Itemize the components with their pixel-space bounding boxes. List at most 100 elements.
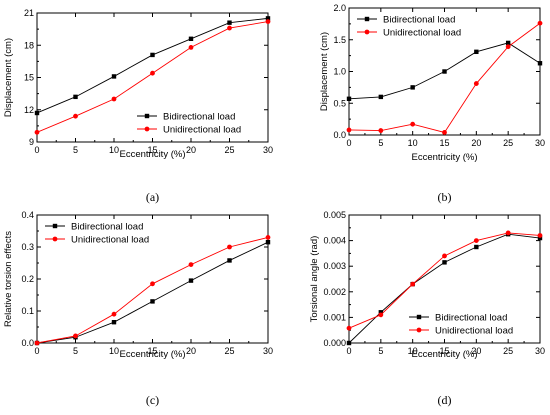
- data-point: [188, 45, 194, 50]
- y-tick-label: 0.2: [21, 274, 34, 284]
- x-tick-label: 25: [503, 138, 513, 148]
- data-point: [505, 44, 511, 50]
- data-point: [378, 310, 384, 315]
- y-tick-label: 9: [29, 137, 34, 147]
- legend: Bidirectional load Unidirectional load: [137, 112, 241, 136]
- y-tick-label: 0.5: [333, 98, 346, 108]
- data-point: [442, 260, 447, 265]
- legend: Bidirectional load Unidirectional load: [357, 15, 461, 39]
- data-point: [410, 281, 416, 287]
- legend-marker: [144, 113, 150, 119]
- data-point: [505, 40, 511, 46]
- series-line-2: [36, 236, 269, 344]
- series-line-2: [348, 22, 541, 133]
- y-tick-label: 0.004: [323, 236, 346, 246]
- data-point: [505, 230, 511, 236]
- data-point: [188, 262, 194, 267]
- y-tick-label: 0.4: [21, 210, 34, 220]
- legend-marker: [416, 314, 422, 320]
- x-tick-label: 0: [346, 138, 351, 148]
- data-point: [442, 69, 447, 74]
- x-tick-label: 0: [34, 346, 39, 356]
- x-tick-label: 0: [34, 145, 39, 155]
- x-tick-label: 20: [471, 138, 481, 148]
- data-point: [537, 20, 543, 26]
- x-tick-label: 15: [439, 138, 449, 148]
- data-point: [150, 299, 155, 304]
- data-point: [346, 325, 352, 331]
- y-axis-label: Torsional angle (rad): [309, 236, 320, 323]
- data-point: [111, 96, 117, 102]
- data-point: [150, 70, 155, 76]
- y-tick-label: 0.0: [333, 130, 346, 140]
- y-tick-label: 1.0: [333, 67, 346, 77]
- data-point: [34, 340, 40, 346]
- data-point: [111, 311, 117, 317]
- x-tick-label: 30: [535, 138, 545, 148]
- data-point: [265, 19, 271, 24]
- x-tick-label: 30: [263, 145, 273, 155]
- x-axis-label: Eccentricity (%): [120, 149, 186, 160]
- legend: Bidirectional load Unidirectional load: [409, 313, 513, 337]
- legend-marker: [416, 327, 422, 333]
- data-point: [265, 235, 271, 240]
- y-axis-label: Displacement (cm): [319, 32, 330, 111]
- x-tick-label: 10: [408, 138, 418, 148]
- y-tick-label: 15: [24, 73, 34, 83]
- x-tick-label: 5: [73, 145, 78, 155]
- data-point: [73, 113, 78, 119]
- x-tick-label: 10: [408, 346, 418, 356]
- x-axis-label: Eccentricity (%): [412, 349, 478, 360]
- x-tick-label: 10: [109, 145, 119, 155]
- x-tick-label: 25: [224, 145, 234, 155]
- data-point: [34, 110, 40, 116]
- y-tick-label: 0.000: [323, 338, 346, 348]
- chart-panel-1: 0 5 10 15 20 25 30 9 12 15 18 21 Eccentricity (%) Dis…: [3, 8, 273, 204]
- x-tick-label: 25: [224, 346, 234, 356]
- data-point: [410, 85, 415, 90]
- y-tick-label: 0.003: [323, 261, 346, 271]
- legend-label: Bidirectional load: [435, 313, 507, 324]
- data-point: [378, 128, 384, 133]
- data-point: [34, 129, 40, 135]
- x-tick-label: 30: [263, 346, 273, 356]
- data-point: [474, 49, 479, 55]
- y-axis-label: Relative torsion effects: [3, 231, 14, 327]
- x-tick-label: 20: [186, 145, 196, 155]
- y-tick-label: 0.0: [21, 338, 34, 348]
- data-point: [265, 240, 271, 245]
- x-tick-label: 20: [471, 346, 481, 356]
- x-tick-label: 25: [503, 346, 513, 356]
- x-tick-label: 5: [378, 138, 383, 148]
- x-tick-label: 20: [186, 346, 196, 356]
- series-line-1: [36, 241, 269, 344]
- x-tick-label: 5: [378, 346, 383, 356]
- x-tick-label: 15: [147, 145, 157, 155]
- data-point: [442, 130, 447, 135]
- legend-marker: [144, 126, 150, 132]
- y-tick-label: 0.005: [323, 210, 346, 220]
- y-tick-label: 21: [24, 8, 34, 18]
- data-point: [442, 253, 447, 259]
- chart-panel-4: 0 5 10 15 20 25 30 0.000 0.001 0.002 0.003 0.004 0.0…: [309, 210, 545, 407]
- y-tick-label: 0.002: [323, 287, 346, 297]
- plot-frame: [36, 12, 269, 143]
- data-point: [473, 81, 479, 86]
- legend-marker: [52, 223, 58, 229]
- data-point: [537, 233, 543, 238]
- legend-label: Bidirectional load: [163, 112, 235, 123]
- y-tick-label: 2.0: [333, 3, 346, 13]
- y-tick-label: 0.3: [21, 242, 34, 252]
- x-tick-label: 0: [346, 346, 351, 356]
- data-point: [227, 258, 232, 263]
- panel-label: (a): [146, 190, 159, 204]
- data-point: [346, 96, 352, 102]
- legend-label: Unidirectional load: [71, 235, 149, 246]
- data-point: [188, 278, 194, 283]
- data-point: [188, 36, 194, 41]
- y-tick-label: 1.5: [333, 35, 346, 45]
- data-point: [265, 16, 271, 21]
- y-tick-label: 0.1: [21, 306, 34, 316]
- panel-label: (b): [438, 190, 452, 204]
